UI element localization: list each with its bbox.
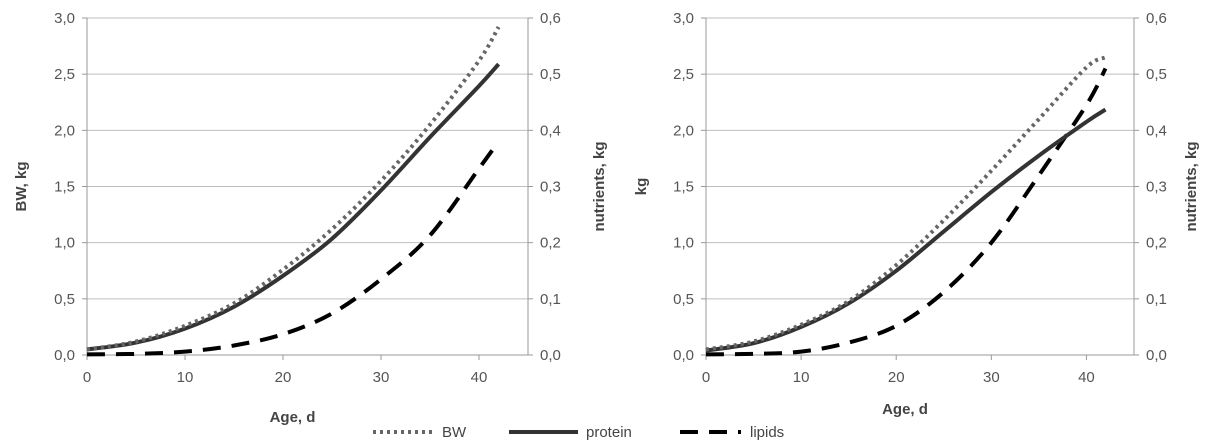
series-line-protein (705, 107, 1107, 353)
series-line-lipids (86, 140, 501, 357)
y-tick-label: 0,0 (54, 347, 75, 364)
y-tick-label: 3,0 (673, 10, 694, 27)
y2-axis-title: nutrients, kg (591, 141, 608, 231)
y2-tick-label: 0,5 (540, 66, 561, 83)
x-axis-title: Age, d (270, 409, 316, 426)
chart-left: 0,0 0,0 0,5 0,1 1,0 0,2 1,5 0,3 2,0 0,4 2,5 0,5 3,0 0… (13, 10, 608, 426)
y2-tick-label: 0,2 (1146, 235, 1167, 252)
y-axis-title: kg (633, 178, 650, 196)
y2-tick-label: 0,2 (540, 235, 561, 252)
y-tick-label: 2,0 (673, 122, 694, 139)
y2-tick-label: 0,5 (1146, 66, 1167, 83)
legend-label-bw: BW (442, 424, 467, 441)
x-tick-label: 40 (1078, 369, 1095, 386)
x-tick-label: 20 (275, 369, 292, 386)
x-tick-label: 0 (83, 369, 91, 386)
x-tick-label: 20 (888, 369, 905, 386)
y2-tick-label: 0,0 (540, 347, 561, 364)
x-tick-label: 0 (702, 369, 710, 386)
y-tick-label: 1,0 (673, 235, 694, 252)
y-tick-label: 1,5 (673, 179, 694, 196)
legend-label-protein: protein (586, 424, 632, 441)
x-tick-label: 30 (983, 369, 1000, 386)
x-tick-label: 40 (471, 369, 488, 386)
y2-tick-label: 0,4 (540, 122, 561, 139)
y2-tick-label: 0,6 (540, 10, 561, 27)
legend-label-lipids: lipids (750, 424, 784, 441)
y2-tick-label: 0,6 (1146, 10, 1167, 27)
y2-axis-title: nutrients, kg (1183, 141, 1200, 231)
y-tick-label: 3,0 (54, 10, 75, 27)
y-tick-label: 0,5 (54, 291, 75, 308)
x-tick-label: 10 (177, 369, 194, 386)
y2-tick-label: 0,3 (540, 179, 561, 196)
x-tick-label: 10 (793, 369, 810, 386)
chart-right: 0,0 0,0 0,5 0,1 1,0 0,2 1,5 0,3 2,0 0,4 2,5 0,5 3,0 0… (633, 10, 1200, 418)
series-line-protein (86, 62, 501, 352)
y2-tick-label: 0,4 (1146, 122, 1167, 139)
legend: BW protein lipids (373, 424, 784, 441)
y-tick-label: 2,5 (54, 66, 75, 83)
series-line-bw (86, 25, 501, 352)
y-tick-label: 1,0 (54, 235, 75, 252)
y-tick-label: 0,0 (673, 347, 694, 364)
x-tick-label: 30 (373, 369, 390, 386)
y-tick-label: 2,5 (673, 66, 694, 83)
y2-tick-label: 0,3 (1146, 179, 1167, 196)
y2-tick-label: 0,1 (1146, 291, 1167, 308)
y-tick-label: 1,5 (54, 179, 75, 196)
series-line-lipids (705, 67, 1108, 357)
y-tick-label: 2,0 (54, 122, 75, 139)
y-tick-label: 0,5 (673, 291, 694, 308)
y-axis-title: BW, kg (13, 161, 30, 211)
y2-tick-label: 0,0 (1146, 347, 1167, 364)
series-line-bw (705, 55, 1107, 352)
x-axis-title: Age, d (882, 401, 928, 418)
y2-tick-label: 0,1 (540, 291, 561, 308)
